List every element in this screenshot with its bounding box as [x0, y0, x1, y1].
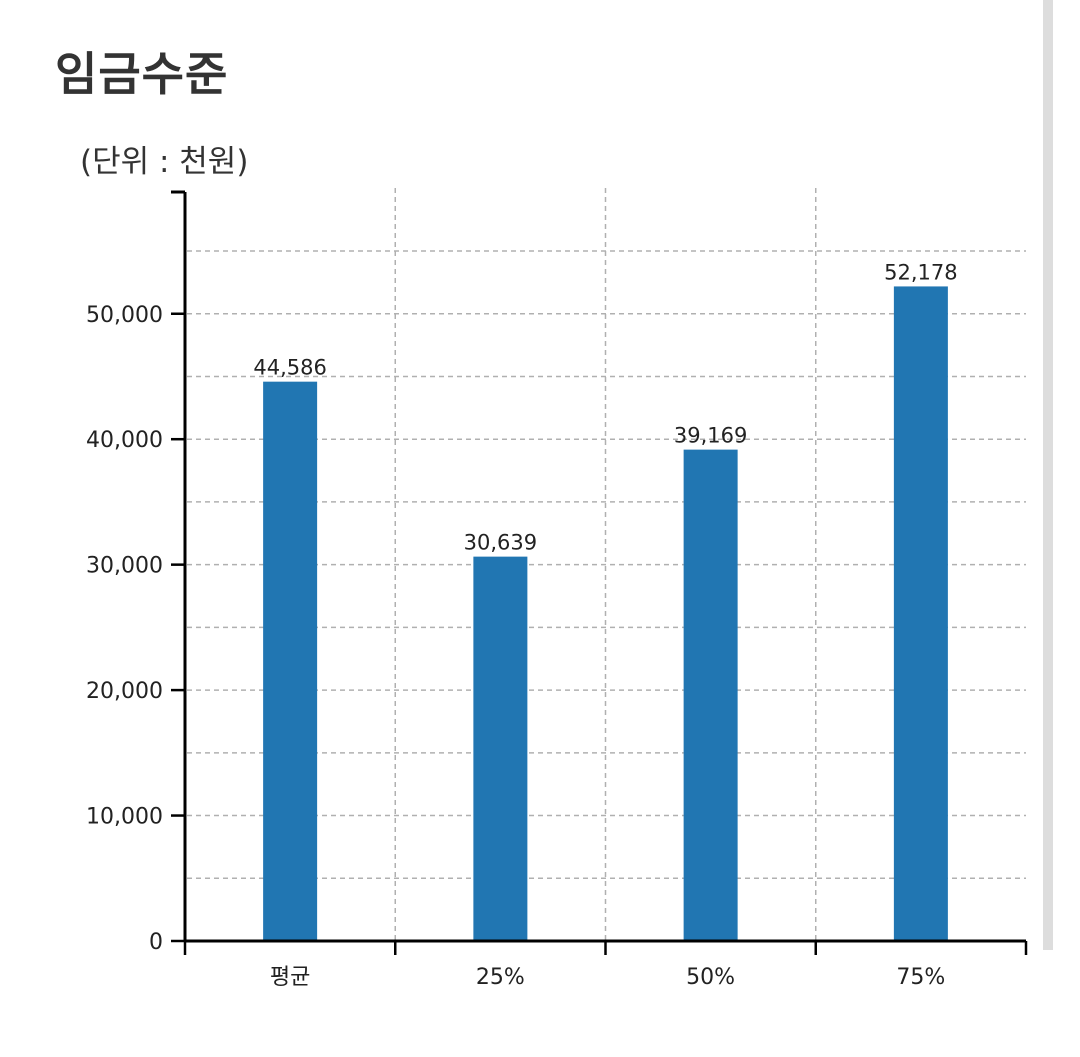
- bar: [473, 556, 528, 941]
- bar: [263, 381, 318, 941]
- chart-grid: [187, 188, 1026, 941]
- x-tick-label: 50%: [686, 965, 735, 990]
- y-tick-label: 10,000: [86, 805, 163, 830]
- chart-axes: [171, 190, 1028, 955]
- chart-labels: 44,586 30,639 39,169 52,178 0 10,000 20,000 30,…: [86, 260, 958, 990]
- bar-value-label: 52,178: [884, 260, 957, 284]
- x-tick-label: 25%: [476, 965, 525, 990]
- chart-bars: [263, 286, 948, 941]
- y-tick-label: 30,000: [86, 554, 163, 579]
- bar: [683, 449, 738, 941]
- bar-chart: 44,586 30,639 39,169 52,178 0 10,000 20,000 30,…: [86, 188, 1028, 990]
- bar: [893, 286, 948, 941]
- unit-label: (단위 : 천원): [80, 144, 249, 180]
- x-tick-label: 75%: [896, 965, 945, 990]
- y-tick-label: 0: [149, 930, 163, 955]
- scrollbar[interactable]: [1043, 0, 1053, 950]
- bar-value-label: 39,169: [674, 424, 747, 448]
- page-title: 임금수준: [55, 47, 229, 101]
- x-tick-label: 평균: [270, 965, 310, 990]
- y-tick-label: 20,000: [86, 679, 163, 704]
- y-tick-label: 50,000: [86, 303, 163, 328]
- bar-value-label: 44,586: [253, 356, 326, 380]
- bar-value-label: 30,639: [464, 531, 537, 555]
- y-tick-label: 40,000: [86, 428, 163, 453]
